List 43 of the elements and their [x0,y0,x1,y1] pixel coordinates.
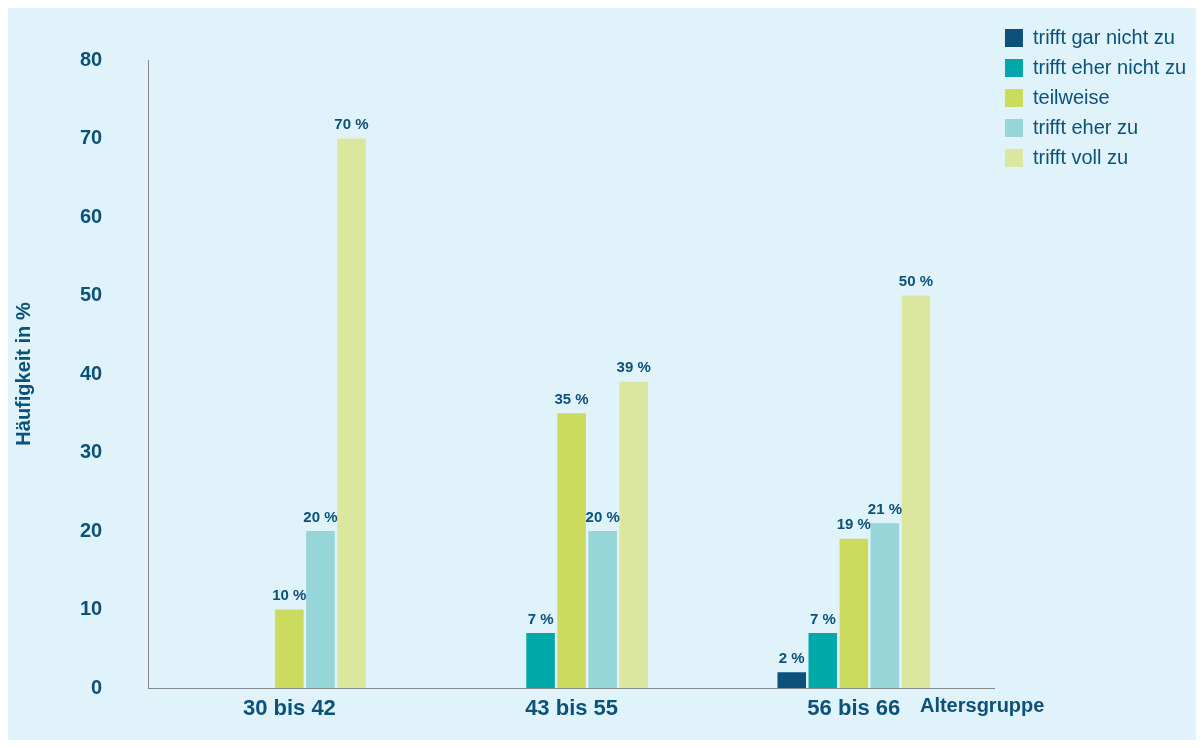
x-tick-label: 56 bis 66 [807,695,901,721]
bar [526,633,555,688]
legend-label: trifft gar nicht zu [1032,25,1175,48]
legend-label: trifft eher nicht zu [1032,55,1187,78]
data-label: 19 % [836,515,871,533]
x-axis-title: Altersgruppe [919,693,1045,716]
bar [808,633,838,688]
data-label: 10 % [272,586,307,604]
y-tick-label: 20 [80,518,103,541]
x-tick-label: 30 bis 42 [242,695,336,721]
y-tick-label: 30 [80,440,103,463]
y-tick-label: 60 [80,204,103,227]
bar [275,609,304,688]
bar [588,531,617,688]
data-label: 35 % [554,389,589,407]
data-label: 20 % [303,507,338,525]
y-axis-title: Häufigkeit in % [11,302,34,446]
bar [619,381,648,688]
data-label: 7 % [809,609,836,627]
bar [306,531,335,688]
bar [557,413,586,688]
y-tick-label: 80 [80,47,103,70]
data-label: 20 % [585,507,620,525]
y-tick-label: 0 [91,675,103,698]
bar [337,138,366,688]
data-label: 70 % [334,115,369,133]
y-tick-label: 70 [80,126,103,149]
legend-label: teilweise [1032,85,1110,108]
data-label: 21 % [867,499,902,517]
bar [870,523,900,688]
x-tick-label: 43 bis 55 [525,695,619,721]
data-label: 2 % [778,648,805,666]
y-tick-label: 50 [80,283,103,306]
data-label: 39 % [616,358,651,376]
legend-label: trifft eher zu [1032,115,1139,138]
bar [839,538,869,688]
bar [777,672,807,688]
bar [901,295,931,688]
y-tick-label: 10 [80,597,103,620]
legend-label: trifft voll zu [1032,145,1129,168]
data-label: 7 % [527,609,554,627]
data-label: 50 % [898,272,934,290]
y-tick-label: 40 [80,361,103,384]
